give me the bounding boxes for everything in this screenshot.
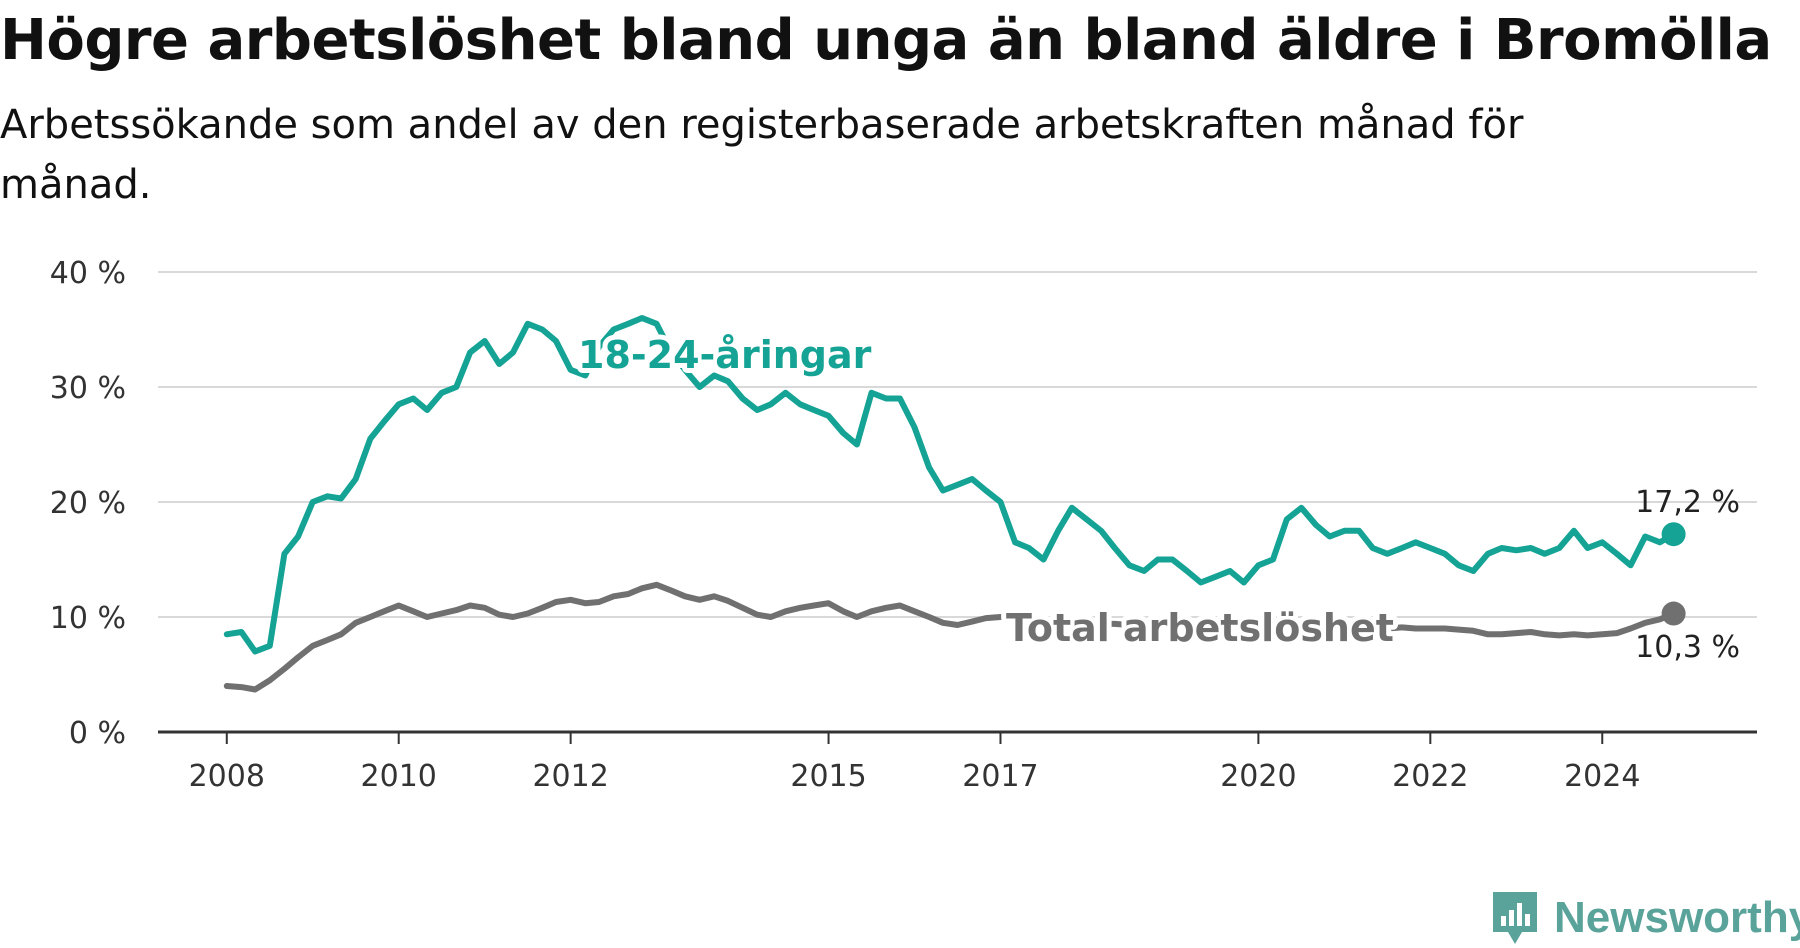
y-axis-ticks: 0 % 10 % 20 % 30 % 40 %: [50, 256, 126, 751]
end-value-total: 10,3 %: [1635, 630, 1740, 665]
x-tick-label: 2010: [361, 759, 437, 794]
series-label-youth: 18-24-åringar: [578, 333, 872, 377]
end-value-youth: 17,2 %: [1635, 485, 1740, 520]
y-tick-label: 20 %: [50, 486, 126, 521]
y-tick-label: 30 %: [50, 371, 126, 406]
gridlines: [158, 271, 1757, 618]
series-line-total: [223, 581, 1677, 693]
chart-title: Högre arbetslöshet bland unga än bland ä…: [0, 8, 1772, 73]
x-tick-label: 2012: [532, 759, 608, 794]
x-tick-label: 2008: [189, 759, 265, 794]
y-tick-label: 10 %: [50, 601, 126, 636]
x-tick-label: 2024: [1564, 759, 1640, 794]
x-tick-label: 2015: [790, 759, 866, 794]
chart-subtitle: Arbetssökande som andel av den registerb…: [0, 102, 1524, 208]
series-lines: [223, 315, 1686, 693]
series-label-total: Total arbetslöshet: [1006, 606, 1394, 650]
end-point-youth: [1661, 522, 1686, 547]
x-tick-label: 2017: [962, 759, 1038, 794]
end-point-total: [1661, 601, 1686, 626]
x-tick-label: 2022: [1392, 759, 1468, 794]
brand-name: Newsworthy: [1554, 893, 1800, 942]
x-tick-label: 2020: [1220, 759, 1296, 794]
series-label-youth-halo: 18-24-åringar: [578, 333, 872, 377]
series-label-total-halo: Total arbetslöshet: [1006, 606, 1394, 650]
x-axis-ticks: 2008 2010 2012 2015 2017 2020 2022 2024: [189, 732, 1640, 794]
brand-logo: Newsworthy: [1490, 888, 1800, 948]
series-line-youth: [223, 315, 1677, 655]
newsworthy-logo-icon: [1493, 892, 1537, 944]
y-tick-label: 40 %: [50, 256, 126, 291]
y-tick-label: 0 %: [69, 716, 126, 751]
